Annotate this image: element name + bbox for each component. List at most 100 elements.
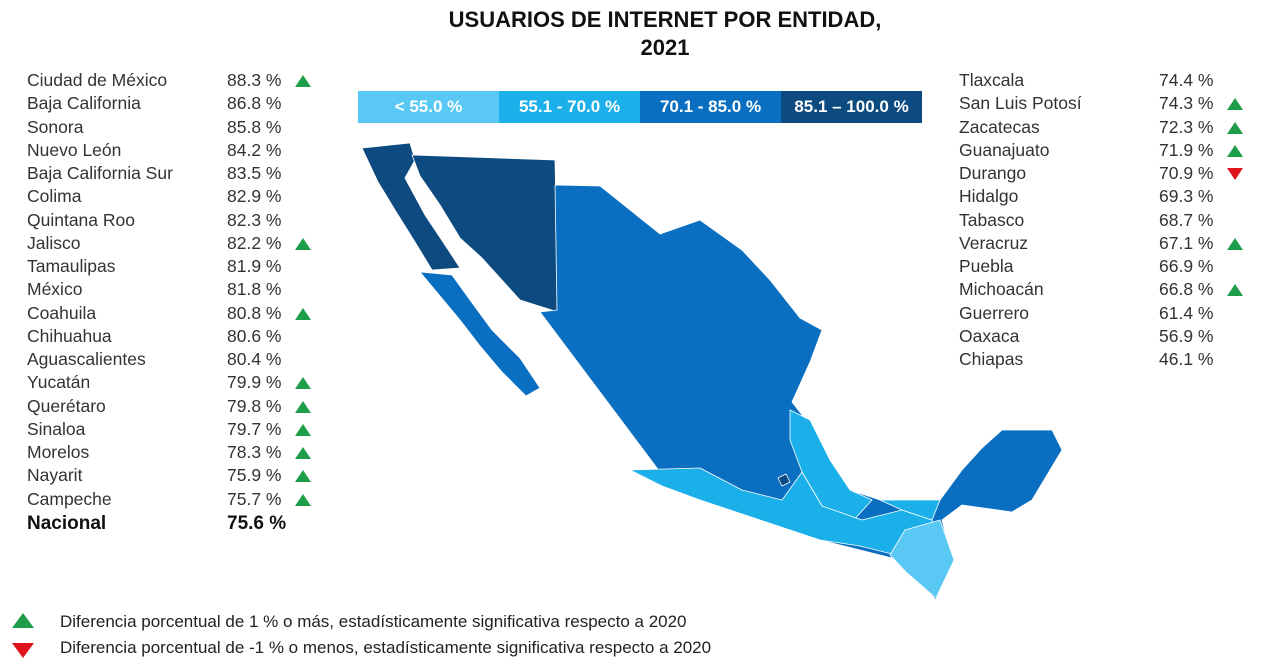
trend-up-icon [1227,237,1243,250]
entity-value: 78.3 % [227,442,282,462]
trend-up-icon [295,493,311,506]
entity-value: 74.4 % [1159,70,1214,90]
entity-value: 80.4 % [227,349,282,369]
entity-value: 85.8 % [227,116,282,137]
state-chiapas [889,519,955,599]
entity-name: Nayarit [27,465,83,486]
entity-name: Morelos [27,442,90,462]
trend-up-icon [1227,144,1243,157]
entity-value: 66.8 % [1159,279,1214,300]
entity-name: Coahuila [27,302,97,323]
entity-value: 71.9 % [1159,139,1214,160]
entity-name: Chihuahua [27,325,112,346]
trend-up-icon [295,423,311,436]
entity-value: 82.2 % [227,232,282,253]
entity-value: 80.8 % [227,302,282,323]
entity-name: Sinaloa [27,418,86,439]
entity-name: Jalisco [27,232,81,253]
legend-down-triangle-icon [12,643,34,658]
entity-name: Nuevo León [27,139,122,160]
entity-value: 82.3 % [227,209,282,230]
trend-up-icon [295,377,311,390]
entity-value: 68.7 % [1159,209,1214,230]
entity-value: 83.5 % [227,163,282,183]
title-line-1: USUARIOS DE INTERNET POR ENTIDAD, [448,7,882,32]
entity-value: 66.9 % [1159,256,1214,276]
entity-value: 74.3 % [1159,93,1214,114]
trend-up-icon [295,447,311,459]
entity-name: San Luis Potosí [959,93,1082,114]
entity-name: Aguascalientes [27,349,146,369]
legend-up-triangle-icon [12,613,34,628]
entity-name: Hidalgo [959,186,1019,207]
national-value: 75.6 % [227,512,287,534]
title-line-2: 2021 [640,35,690,60]
entity-name: Oaxaca [959,325,1020,346]
state-veracruz [789,409,873,523]
legend-bin-4: 85.1 – 100.0 % [781,91,922,123]
trend-up-icon [295,237,311,250]
mainland-states [539,184,1063,601]
color-legend: < 55.0 % 55.1 - 70.0 % 70.1 - 85.0 % 85.… [358,91,922,123]
entity-name: Puebla [959,256,1014,276]
trend-up-icon [295,75,311,87]
entity-value: 79.8 % [227,395,282,416]
entity-value: 56.9 % [1159,325,1214,346]
entity-name: Veracruz [959,232,1029,253]
entity-name: Colima [27,186,82,207]
entity-name: Quintana Roo [27,209,135,230]
state-tabasco [879,499,941,521]
trend-up-icon [295,400,311,413]
entity-value: 88.3 % [227,70,282,90]
entity-value: 67.1 % [1159,232,1214,253]
entity-name: Tlaxcala [959,70,1025,90]
entity-name: Baja California [27,93,141,114]
entity-value: 79.7 % [227,418,282,439]
trend-up-icon [1227,98,1243,111]
state-baja-california-sur [419,271,541,397]
footnote-down: Diferencia porcentual de -1 % o menos, e… [60,638,712,657]
entity-name: Querétaro [27,395,106,416]
entity-name: Durango [959,163,1027,183]
legend-bin-3: 70.1 - 85.0 % [640,91,781,123]
entity-value: 80.6 % [227,325,282,346]
trend-up-icon [295,470,311,483]
entity-name: Tabasco [959,209,1025,230]
entity-name: Ciudad de México [27,70,168,90]
entity-value: 84.2 % [227,139,282,160]
trend-up-icon [1227,121,1243,134]
entity-value: 86.8 % [227,93,282,114]
entity-value: 79.9 % [227,372,282,393]
entity-name: Guanajuato [959,139,1050,160]
entity-value: 61.4 % [1159,302,1214,323]
entity-value: 70.9 % [1159,163,1214,183]
entity-name: Chiapas [959,349,1024,369]
legend-bin-2: 55.1 - 70.0 % [499,91,640,123]
entity-value: 46.1 % [1159,349,1214,369]
footnote-up: Diferencia porcentual de 1 % o más, esta… [60,612,687,631]
entity-name: Campeche [27,488,112,509]
state-cdmx [777,473,791,487]
trend-up-icon [1227,284,1243,297]
entity-value: 72.3 % [1159,116,1214,137]
entity-value: 82.9 % [227,186,282,207]
entity-name: Tamaulipas [27,256,116,276]
entity-name: Michoacán [959,279,1044,300]
trend-up-icon [295,307,311,320]
entity-value: 81.9 % [227,256,282,276]
legend-bin-1: < 55.0 % [358,91,499,123]
national-label: Nacional [27,512,107,534]
entity-value: 81.8 % [227,279,282,300]
map-title: USUARIOS DE INTERNET POR ENTIDAD, 2021 [340,6,990,62]
entity-value: 75.9 % [227,465,282,486]
entity-name: Yucatán [27,372,91,393]
entity-name: Zacatecas [959,116,1040,137]
entity-name: Guerrero [959,302,1030,323]
entity-name: Baja California Sur [27,163,173,183]
entity-value: 75.7 % [227,488,282,509]
mexico-map [361,142,1063,601]
entity-name: Sonora [27,116,84,137]
entity-name: México [27,279,83,300]
trend-down-icon [1227,168,1243,180]
entity-value: 69.3 % [1159,186,1214,207]
